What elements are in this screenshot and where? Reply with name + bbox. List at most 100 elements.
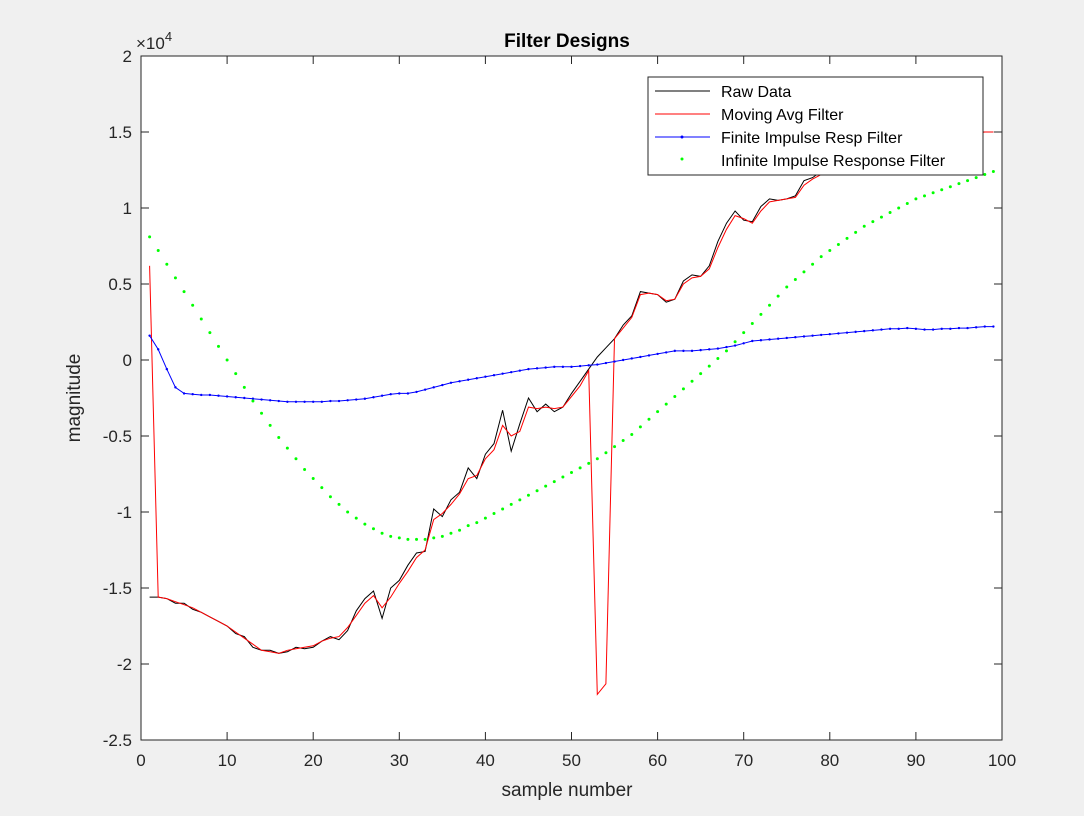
data-point-finite-impulse-resp-filter bbox=[260, 398, 263, 401]
data-point-infinite-impulse-response-filter bbox=[888, 211, 892, 215]
data-point-infinite-impulse-response-filter bbox=[311, 477, 315, 481]
data-point-finite-impulse-resp-filter bbox=[897, 327, 900, 331]
data-point-finite-impulse-resp-filter bbox=[665, 351, 668, 354]
data-point-infinite-impulse-response-filter bbox=[750, 322, 754, 326]
data-point-infinite-impulse-response-filter bbox=[690, 379, 694, 383]
data-point-infinite-impulse-response-filter bbox=[621, 439, 625, 443]
data-point-finite-impulse-resp-filter bbox=[277, 399, 280, 403]
data-point-infinite-impulse-response-filter bbox=[974, 176, 978, 180]
y-tick-label: 1.5 bbox=[108, 123, 132, 142]
data-point-finite-impulse-resp-filter bbox=[888, 327, 892, 331]
data-point-infinite-impulse-response-filter bbox=[681, 387, 685, 391]
data-point-finite-impulse-resp-filter bbox=[337, 399, 341, 403]
x-tick-label: 60 bbox=[648, 751, 667, 770]
data-point-finite-impulse-resp-filter bbox=[553, 365, 556, 369]
data-point-finite-impulse-resp-filter bbox=[398, 392, 401, 395]
data-point-infinite-impulse-response-filter bbox=[277, 436, 281, 440]
data-point-infinite-impulse-response-filter bbox=[793, 277, 797, 281]
data-point-finite-impulse-resp-filter bbox=[613, 360, 616, 363]
data-point-finite-impulse-resp-filter bbox=[165, 367, 169, 371]
data-point-infinite-impulse-response-filter bbox=[828, 249, 832, 253]
data-point-infinite-impulse-response-filter bbox=[871, 220, 875, 224]
y-tick-label: -0.5 bbox=[103, 427, 132, 446]
data-point-infinite-impulse-response-filter bbox=[570, 470, 573, 474]
data-point-infinite-impulse-response-filter bbox=[724, 349, 728, 353]
data-point-infinite-impulse-response-filter bbox=[966, 179, 970, 183]
data-point-finite-impulse-resp-filter bbox=[208, 393, 212, 397]
data-point-finite-impulse-resp-filter bbox=[225, 395, 229, 398]
data-point-infinite-impulse-response-filter bbox=[242, 385, 246, 389]
data-point-infinite-impulse-response-filter bbox=[707, 364, 711, 368]
y-tick-label: -2 bbox=[117, 655, 132, 674]
data-point-finite-impulse-resp-filter bbox=[217, 394, 220, 397]
legend-label-iir: Infinite Impulse Response Filter bbox=[721, 153, 946, 170]
data-point-infinite-impulse-response-filter bbox=[845, 236, 849, 240]
data-point-infinite-impulse-response-filter bbox=[983, 173, 987, 177]
data-point-infinite-impulse-response-filter bbox=[518, 498, 522, 502]
data-point-infinite-impulse-response-filter bbox=[397, 536, 401, 540]
data-point-finite-impulse-resp-filter bbox=[983, 325, 986, 328]
data-point-infinite-impulse-response-filter bbox=[216, 344, 220, 348]
data-point-infinite-impulse-response-filter bbox=[260, 411, 264, 415]
legend-marker-fir bbox=[680, 135, 684, 139]
data-point-finite-impulse-resp-filter bbox=[286, 400, 289, 403]
y-tick-label: 0.5 bbox=[108, 275, 132, 294]
data-point-infinite-impulse-response-filter bbox=[199, 317, 203, 321]
data-point-finite-impulse-resp-filter bbox=[484, 375, 487, 378]
data-point-infinite-impulse-response-filter bbox=[475, 521, 479, 525]
data-point-infinite-impulse-response-filter bbox=[578, 466, 582, 470]
data-point-finite-impulse-resp-filter bbox=[466, 378, 470, 381]
data-point-finite-impulse-resp-filter bbox=[690, 349, 694, 353]
data-point-finite-impulse-resp-filter bbox=[501, 372, 504, 375]
data-point-infinite-impulse-response-filter bbox=[406, 537, 410, 541]
data-point-finite-impulse-resp-filter bbox=[974, 326, 978, 329]
data-point-finite-impulse-resp-filter bbox=[621, 358, 625, 362]
data-point-finite-impulse-resp-filter bbox=[406, 392, 410, 395]
y-tick-label: -1 bbox=[117, 503, 132, 522]
data-point-finite-impulse-resp-filter bbox=[148, 334, 151, 337]
data-point-finite-impulse-resp-filter bbox=[510, 370, 513, 374]
data-point-infinite-impulse-response-filter bbox=[759, 312, 763, 316]
data-point-finite-impulse-resp-filter bbox=[251, 397, 255, 400]
data-point-infinite-impulse-response-filter bbox=[251, 399, 255, 403]
data-point-finite-impulse-resp-filter bbox=[742, 342, 745, 345]
data-point-finite-impulse-resp-filter bbox=[174, 386, 177, 389]
data-point-finite-impulse-resp-filter bbox=[992, 325, 995, 328]
data-point-infinite-impulse-response-filter bbox=[819, 255, 823, 259]
data-point-finite-impulse-resp-filter bbox=[863, 329, 866, 333]
data-point-infinite-impulse-response-filter bbox=[466, 524, 470, 528]
data-point-infinite-impulse-response-filter bbox=[268, 423, 272, 427]
data-point-infinite-impulse-response-filter bbox=[337, 502, 341, 506]
data-point-finite-impulse-resp-filter bbox=[604, 361, 608, 365]
legend-box bbox=[647, 76, 984, 176]
data-point-finite-impulse-resp-filter bbox=[923, 328, 926, 331]
data-point-infinite-impulse-response-filter bbox=[836, 242, 840, 246]
data-point-infinite-impulse-response-filter bbox=[432, 536, 436, 540]
data-point-finite-impulse-resp-filter bbox=[759, 339, 763, 342]
y-tick-label: 0 bbox=[123, 351, 132, 370]
data-point-finite-impulse-resp-filter bbox=[708, 348, 711, 351]
data-point-finite-impulse-resp-filter bbox=[673, 349, 677, 353]
x-tick-label: 20 bbox=[304, 751, 323, 770]
data-point-finite-impulse-resp-filter bbox=[423, 388, 427, 391]
data-point-finite-impulse-resp-filter bbox=[268, 399, 272, 402]
x-tick-label: 100 bbox=[988, 751, 1016, 770]
data-point-infinite-impulse-response-filter bbox=[148, 235, 152, 239]
data-point-infinite-impulse-response-filter bbox=[285, 446, 289, 450]
data-point-infinite-impulse-response-filter bbox=[595, 457, 599, 461]
y-tick-label: 1 bbox=[123, 199, 132, 218]
data-point-finite-impulse-resp-filter bbox=[475, 377, 478, 380]
x-tick-label: 90 bbox=[906, 751, 925, 770]
legend: Raw Data Moving Avg Filter Finite Impuls… bbox=[647, 76, 984, 176]
data-point-finite-impulse-resp-filter bbox=[630, 357, 633, 360]
data-point-infinite-impulse-response-filter bbox=[544, 484, 548, 488]
data-point-infinite-impulse-response-filter bbox=[742, 331, 746, 335]
data-point-infinite-impulse-response-filter bbox=[811, 262, 815, 266]
data-point-finite-impulse-resp-filter bbox=[234, 396, 237, 399]
y-tick-label: -2.5 bbox=[103, 731, 132, 750]
chart-title: Filter Designs bbox=[504, 31, 630, 52]
data-point-infinite-impulse-response-filter bbox=[509, 502, 513, 506]
data-point-infinite-impulse-response-filter bbox=[225, 358, 229, 362]
data-point-infinite-impulse-response-filter bbox=[699, 372, 703, 376]
data-point-finite-impulse-resp-filter bbox=[880, 328, 883, 331]
